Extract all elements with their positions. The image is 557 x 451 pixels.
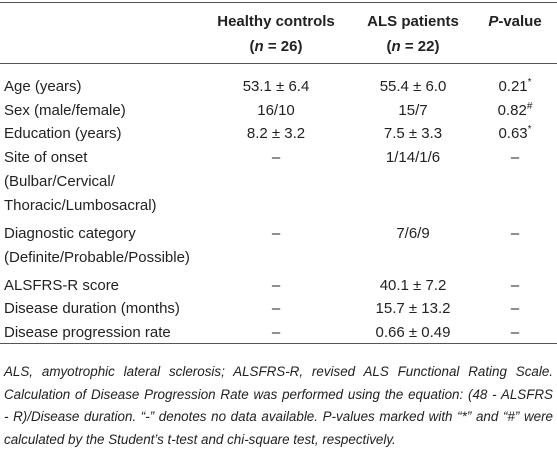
cell: 15/7 xyxy=(398,101,427,121)
cell-value: – xyxy=(511,225,519,242)
cell-value: – xyxy=(272,225,280,242)
cell: 7/6/9 xyxy=(396,224,429,244)
row-label: Disease progression rate xyxy=(4,323,171,343)
cell-value: – xyxy=(511,149,519,166)
cell: 7.5 ± 3.3 xyxy=(384,124,442,144)
text-part: = 22) xyxy=(401,38,440,55)
row-label: Disease duration (months) xyxy=(4,299,180,319)
cell-mark: * xyxy=(528,124,532,135)
text-part: P xyxy=(488,13,498,30)
row-label: Diagnostic category xyxy=(4,224,136,244)
cell-value: 53.1 ± 6.4 xyxy=(243,78,310,95)
text-part: -value xyxy=(498,13,541,30)
cell-value: 7/6/9 xyxy=(396,225,429,242)
cell: – xyxy=(511,323,519,343)
cell: – xyxy=(272,299,280,319)
column-header: ALS patients xyxy=(367,12,459,32)
cell: 1/14/1/6 xyxy=(386,148,440,168)
footnote-line: - R)/Disease duration. “-” denotes no da… xyxy=(4,406,553,429)
cell-value: 0.21 xyxy=(498,78,527,95)
bottom-rule xyxy=(0,343,557,344)
top-rule xyxy=(0,2,557,3)
header-title: Healthy controls xyxy=(217,13,335,30)
cell: – xyxy=(511,276,519,296)
cell: 0.63* xyxy=(498,124,531,144)
cell: 0.66 ± 0.49 xyxy=(376,323,451,343)
cell: 15.7 ± 13.2 xyxy=(376,299,451,319)
cell-value: 8.2 ± 3.2 xyxy=(247,125,305,142)
cell-mark: * xyxy=(528,77,532,88)
row-label: Sex (male/female) xyxy=(4,101,126,121)
cell-value: – xyxy=(272,149,280,166)
column-subheader: (n = 22) xyxy=(387,37,440,57)
header-title: ALS patients xyxy=(367,13,459,30)
row-label: Site of onset xyxy=(4,148,87,168)
cell-value: 0.66 ± 0.49 xyxy=(376,324,451,341)
cell-value: 1/14/1/6 xyxy=(386,149,440,166)
cell: 53.1 ± 6.4 xyxy=(243,77,310,97)
cell-value: 15/7 xyxy=(398,102,427,119)
cell-value: – xyxy=(511,324,519,341)
cell: – xyxy=(511,299,519,319)
cell-value: 0.63 xyxy=(498,125,527,142)
cell-value: – xyxy=(272,300,280,317)
cell-value: – xyxy=(272,324,280,341)
column-header: Healthy controls xyxy=(217,12,335,32)
cell: – xyxy=(272,323,280,343)
column-subheader: (n = 26) xyxy=(250,37,303,57)
cell: – xyxy=(511,148,519,168)
cell-value: 0.82 xyxy=(498,102,527,119)
cell-value: 16/10 xyxy=(257,102,295,119)
text-part: = 26) xyxy=(264,38,303,55)
text-part: n xyxy=(255,38,264,55)
row-label: (Bulbar/Cervical/ xyxy=(4,172,115,192)
text-part: n xyxy=(392,38,401,55)
cell-mark: # xyxy=(527,101,533,112)
cell: 0.82# xyxy=(498,101,533,121)
row-label: ALSFRS-R score xyxy=(4,276,119,296)
column-header: P-value xyxy=(488,12,541,32)
footnote-line: Calculation of Disease Progression Rate … xyxy=(4,384,553,407)
row-label: Education (years) xyxy=(4,124,122,144)
cell-value: – xyxy=(511,277,519,294)
row-label: Thoracic/Lumbosacral) xyxy=(4,196,157,216)
footnote-line: calculated by the Student’s t-test and c… xyxy=(4,429,553,451)
cell: 16/10 xyxy=(257,101,295,121)
cell-value: 55.4 ± 6.0 xyxy=(380,78,447,95)
row-label: (Definite/Probable/Possible) xyxy=(4,248,190,268)
header-rule xyxy=(0,63,557,64)
cell: – xyxy=(511,224,519,244)
cell-value: – xyxy=(511,300,519,317)
footnote-line: ALS, amyotrophic lateral sclerosis; ALSF… xyxy=(4,361,553,384)
cell-value: 15.7 ± 13.2 xyxy=(376,300,451,317)
cell: 8.2 ± 3.2 xyxy=(247,124,305,144)
row-label: Age (years) xyxy=(4,77,82,97)
cell-value: 7.5 ± 3.3 xyxy=(384,125,442,142)
cell-value: 40.1 ± 7.2 xyxy=(380,277,447,294)
cell: – xyxy=(272,148,280,168)
cell: 55.4 ± 6.0 xyxy=(380,77,447,97)
cell: – xyxy=(272,224,280,244)
cell: 40.1 ± 7.2 xyxy=(380,276,447,296)
cell: 0.21* xyxy=(498,77,531,97)
cell-value: – xyxy=(272,277,280,294)
cell: – xyxy=(272,276,280,296)
